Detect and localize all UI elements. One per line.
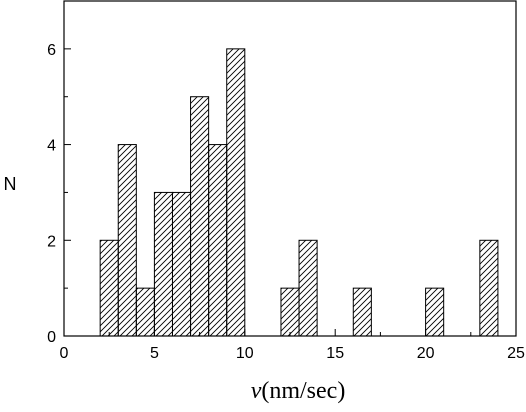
histogram-bar-8 <box>280 287 300 337</box>
histogram-bar-12 <box>479 239 499 337</box>
x-axis-unit: (nm/sec) <box>261 378 345 404</box>
bars-layer <box>99 48 499 337</box>
x-tick-label-5: 25 <box>507 345 525 362</box>
plot-frame <box>63 0 517 337</box>
histogram-bar-2 <box>135 287 155 337</box>
x-axis-symbol: ν <box>251 378 262 404</box>
y-tick-label-2: 4 <box>47 138 56 155</box>
x-tick-label-1: 5 <box>150 345 159 362</box>
x-axis-title: ν(nm/sec) <box>251 378 346 404</box>
histogram-bar-4 <box>171 191 192 337</box>
histogram-bar-5 <box>190 96 210 337</box>
histogram-bar-1 <box>117 144 137 337</box>
y-tick-label-0: 0 <box>47 329 56 346</box>
y-tick-label-3: 6 <box>47 42 56 59</box>
x-tick-label-3: 15 <box>326 345 344 362</box>
x-tick-label-2: 10 <box>236 345 254 362</box>
labels-layer: 0 5 10 15 20 25 0 2 4 6 <box>47 42 525 362</box>
histogram-bar-3 <box>153 191 173 337</box>
histogram-bar-0 <box>99 239 119 337</box>
histogram-bar-11 <box>425 287 445 337</box>
x-tick-label-0: 0 <box>60 345 69 362</box>
histogram-bar-9 <box>298 239 318 337</box>
histogram-bar-7 <box>226 48 246 337</box>
x-tick-label-4: 20 <box>417 345 435 362</box>
y-tick-label-1: 2 <box>47 233 56 250</box>
y-axis-title: N <box>4 174 17 194</box>
histogram-bar-10 <box>352 287 372 337</box>
histogram-bar-6 <box>208 144 228 337</box>
